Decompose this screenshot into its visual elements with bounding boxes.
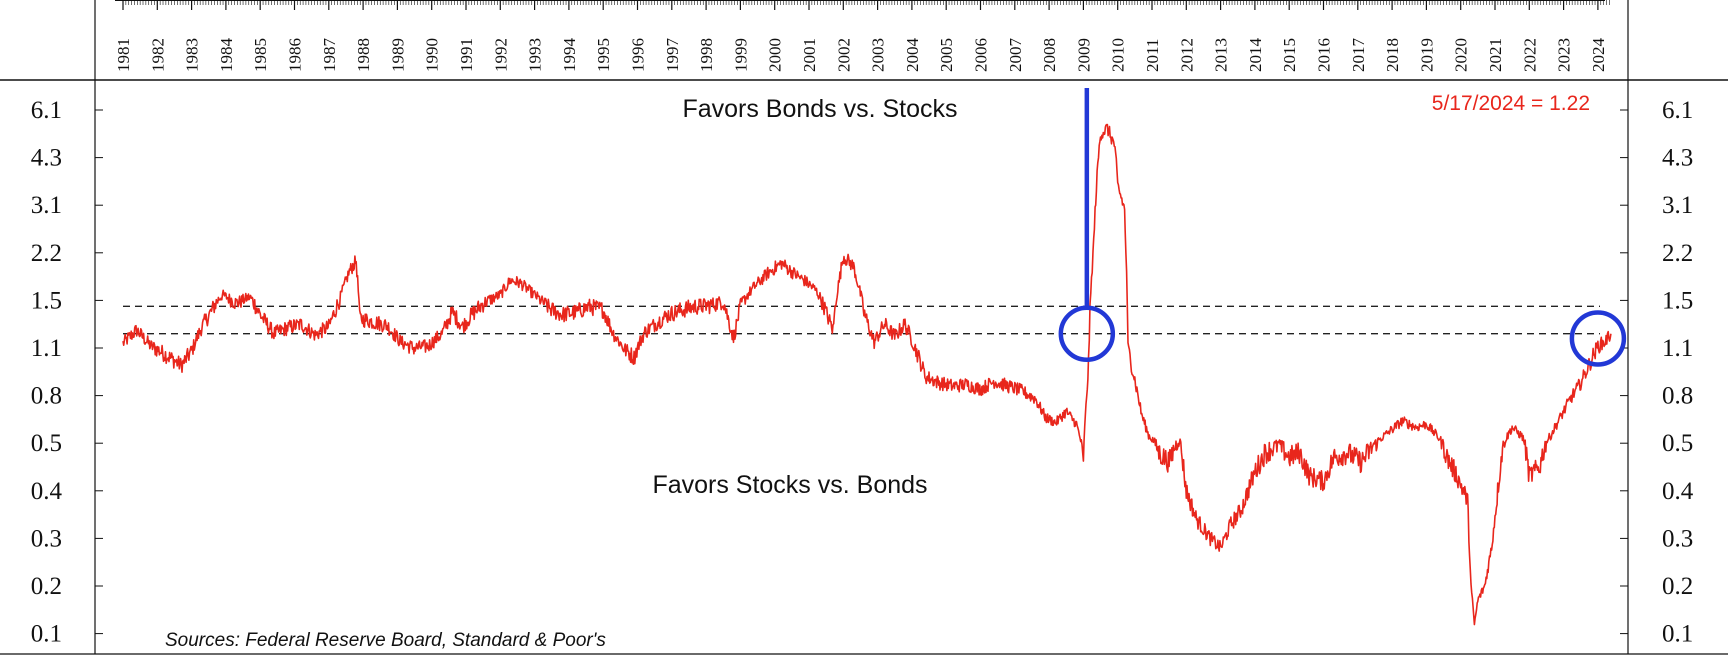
x-tick-label: 2012 [1177,38,1196,72]
x-tick-label: 1983 [183,38,202,72]
x-tick-label: 2003 [869,38,888,72]
y-tick-label-left: 0.8 [31,383,62,410]
y-tick-label-left: 0.1 [31,621,62,648]
x-tick-label: 1981 [114,38,133,72]
x-tick-label: 1991 [457,38,476,72]
x-tick-label: 2011 [1143,39,1162,72]
x-tick-label: 1986 [286,38,305,72]
y-tick-label-right: 0.1 [1662,621,1693,648]
x-tick-label: 1996 [629,38,648,72]
x-tick-label: 1998 [697,38,716,72]
y-tick-label-right: 4.3 [1662,145,1693,172]
y-tick-label-left: 0.5 [31,430,62,457]
x-tick-label: 2004 [903,38,922,73]
x-tick-label: 1999 [731,38,750,72]
latest-value-label: 5/17/2024 = 1.22 [1432,92,1590,115]
x-tick-label: 2013 [1212,38,1231,72]
y-tick-label-left: 1.5 [31,287,62,314]
x-tick-label: 1982 [148,38,167,72]
y-tick-label-right: 3.1 [1662,192,1693,219]
x-tick-label: 1997 [663,38,682,73]
x-tick-label: 2023 [1555,38,1574,72]
y-tick-label-right: 0.3 [1662,525,1693,552]
y-tick-label-left: 0.2 [31,573,62,600]
x-tick-label: 1992 [491,38,510,72]
x-tick-label: 2022 [1520,38,1539,72]
x-tick-label: 1994 [560,38,579,73]
x-tick-label: 1988 [354,38,373,72]
x-tick-label: 1989 [388,38,407,72]
x-tick-label: 2008 [1040,38,1059,72]
x-tick-label: 2005 [937,38,956,72]
x-axis: 1981 1982 1983 1984 1985 1986 1987 1988 1989 1990… [114,0,1610,73]
y-tick-label-left: 2.2 [31,240,62,267]
y-tick-label-right: 1.5 [1662,287,1693,314]
y-tick-label-left: 6.1 [31,97,62,124]
y-tick-label-left: 3.1 [31,192,62,219]
y-tick-label-right: 0.4 [1662,478,1694,505]
x-tick-label: 2020 [1452,38,1471,72]
series-line [122,123,1612,626]
reference-lines [123,305,1600,335]
x-tick-label: 1984 [217,38,236,73]
y-tick-label-left: 0.4 [31,478,63,505]
x-tick-label: 2016 [1315,38,1334,72]
x-tick-label: 2009 [1074,38,1093,72]
x-tick-label: 2017 [1349,38,1368,73]
x-tick-label: 1987 [320,38,339,73]
x-tick-label: 2010 [1109,38,1128,72]
y-tick-label-left: 1.1 [31,335,62,362]
y-tick-label-right: 1.1 [1662,335,1693,362]
annotation-favors-bonds: Favors Bonds vs. Stocks [682,95,957,123]
highlight-2024-circle [1569,310,1627,367]
x-tick-label: 2006 [972,38,991,72]
x-tick-label: 2001 [800,38,819,72]
highlight-2009-circle [1058,305,1116,362]
x-tick-label: 2007 [1006,38,1025,73]
y-tick-label-right: 0.8 [1662,383,1693,410]
x-tick-label: 1990 [423,38,442,72]
x-tick-label: 2000 [766,38,785,72]
x-tick-label: 1985 [251,38,270,72]
source-note: Sources: Federal Reserve Board, Standard… [165,630,606,651]
annotation-favors-stocks: Favors Stocks vs. Bonds [652,471,927,499]
x-tick-label: 2002 [834,38,853,72]
x-tick-label: 2021 [1486,38,1505,72]
x-tick-label: 1993 [526,38,545,72]
x-tick-label: 1995 [594,38,613,72]
x-tick-label: 2024 [1589,38,1608,73]
y-tick-label-right: 6.1 [1662,97,1693,124]
x-tick-label: 2018 [1383,38,1402,72]
y-tick-label-right: 2.2 [1662,240,1693,267]
y-tick-label-left: 4.3 [31,145,62,172]
y-tick-label-right: 0.2 [1662,573,1693,600]
y-tick-label-right: 0.5 [1662,430,1693,457]
y-axis: 6.1 6.1 4.3 4.3 3.1 3.1 2.2 2.2 1.5 1.5 1.1 1.1 0.8 0… [31,97,1694,648]
x-tick-label: 2014 [1246,38,1265,73]
y-tick-label-left: 0.3 [31,525,62,552]
x-tick-label: 2019 [1417,38,1436,72]
highlight-markers [1058,88,1627,367]
x-tick-label: 2015 [1280,38,1299,72]
